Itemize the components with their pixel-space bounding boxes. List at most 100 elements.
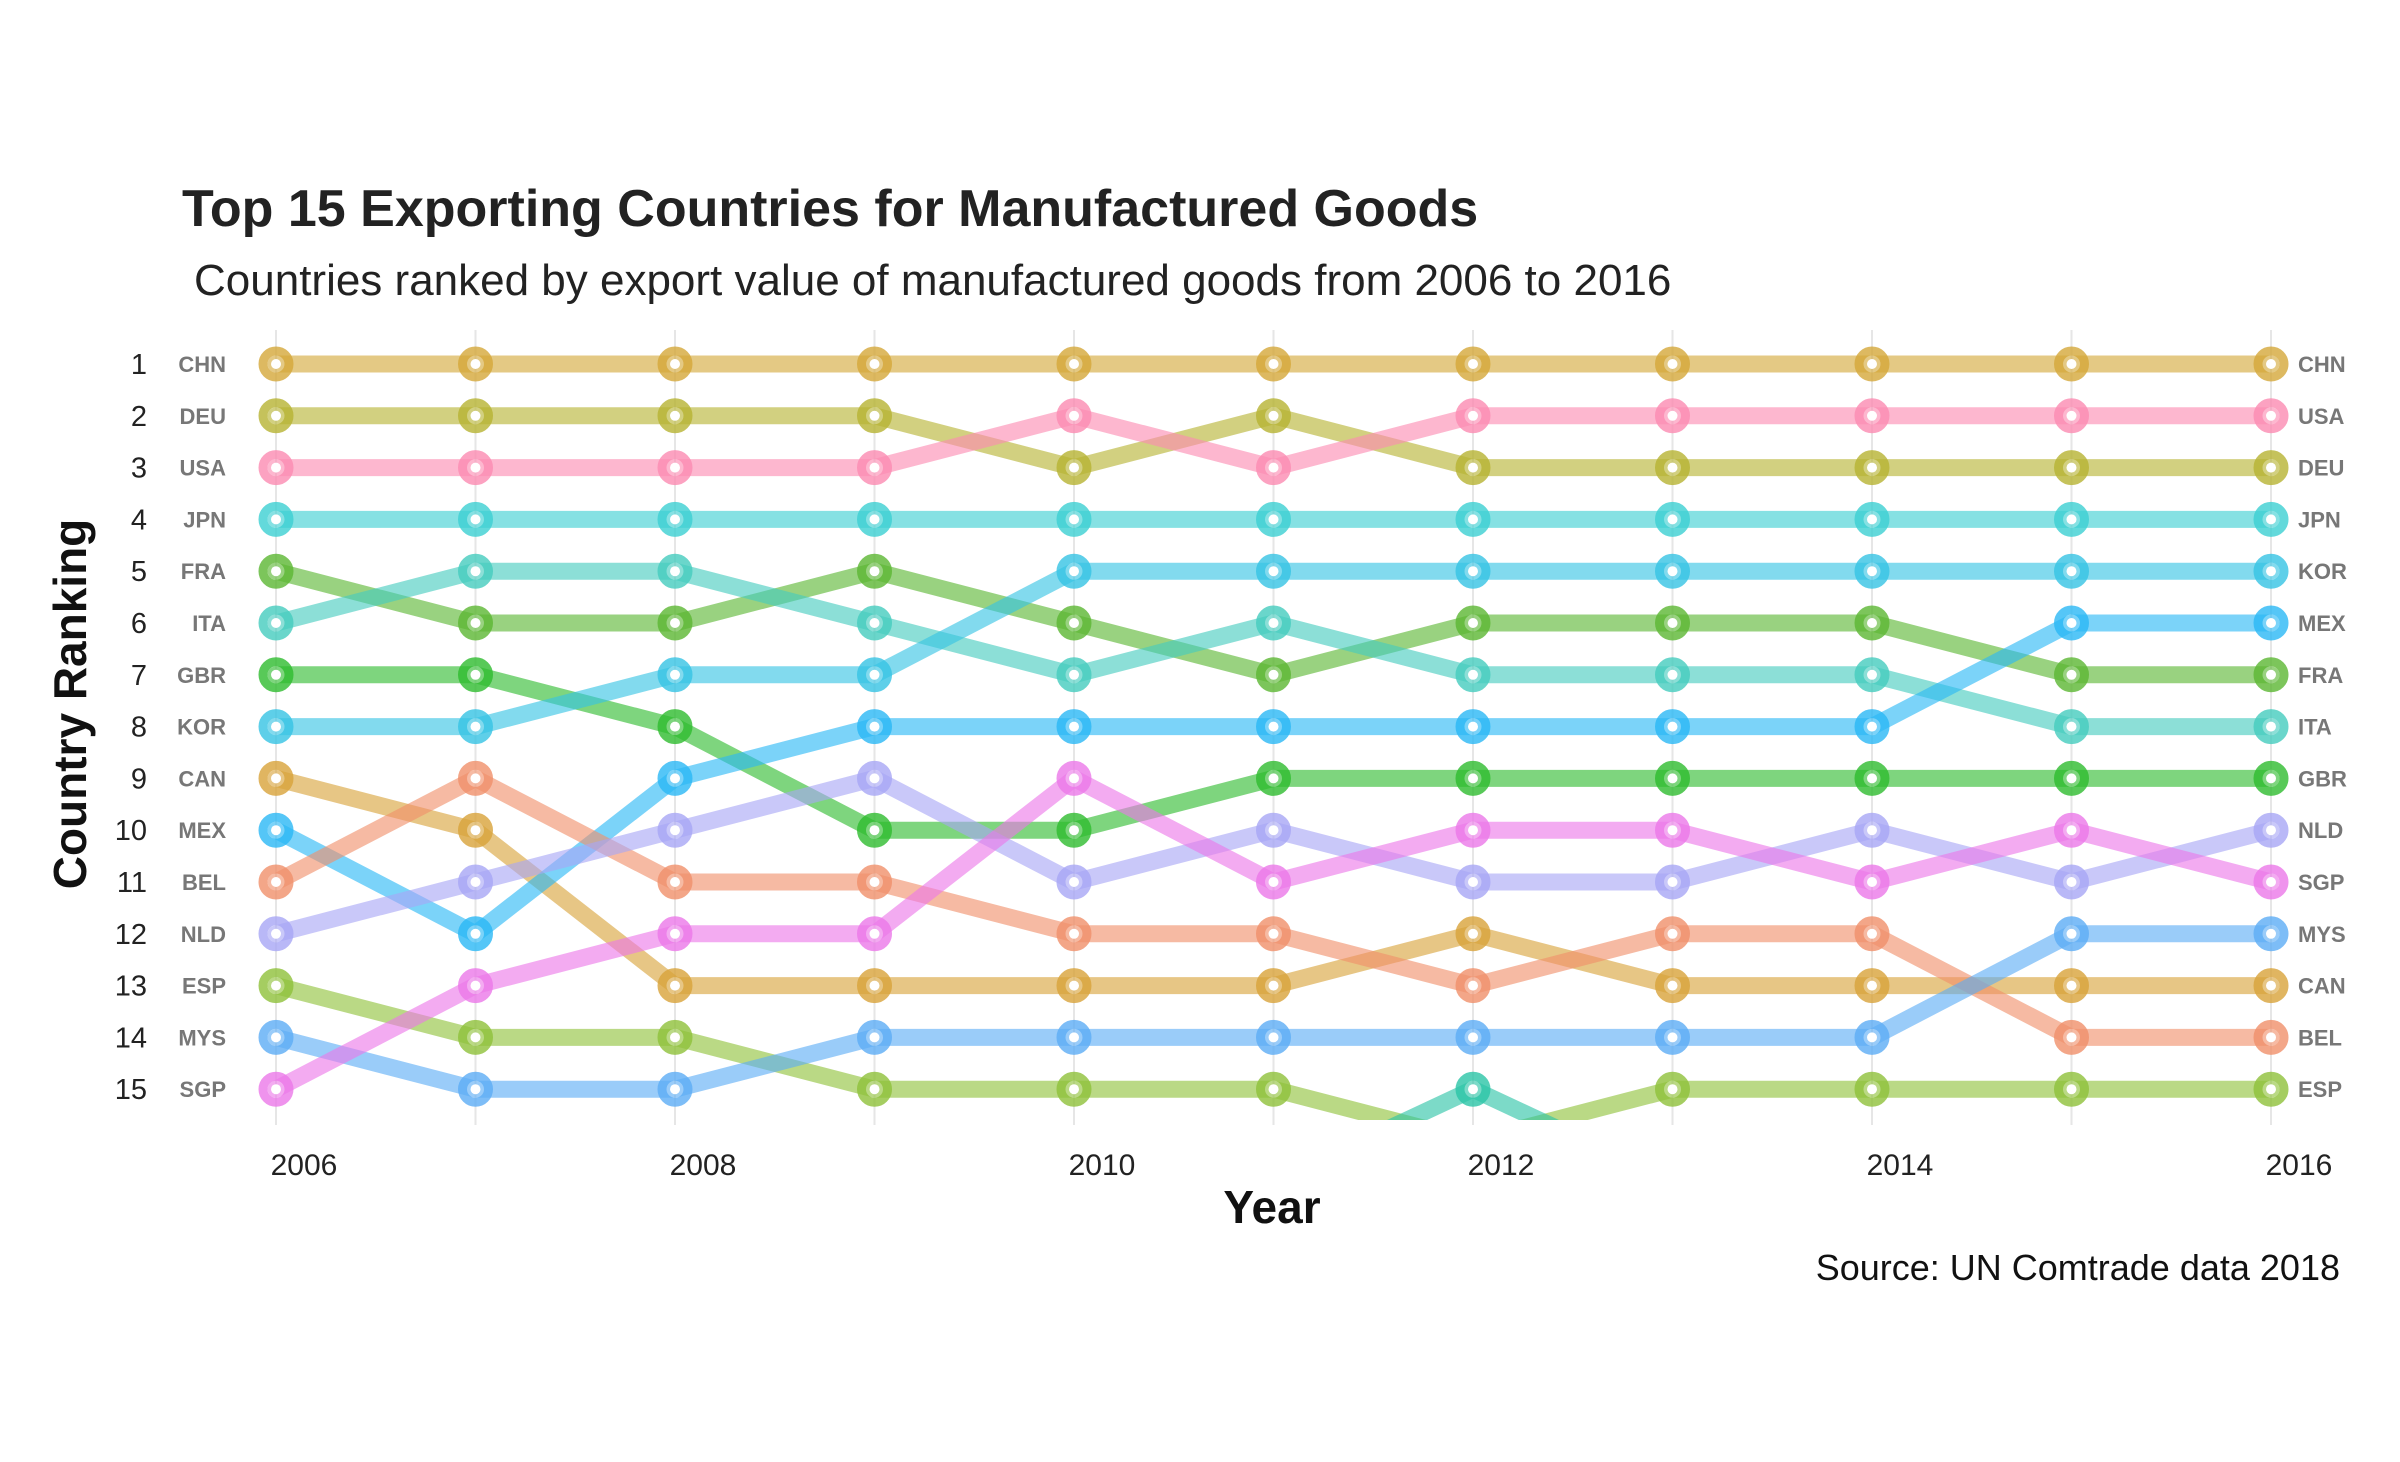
- point-center-fra-2006: [271, 566, 281, 577]
- point-fra-2014: [1854, 605, 1890, 641]
- point-center-can-2012: [1468, 928, 1478, 939]
- point-center-gbr-2007: [470, 669, 481, 680]
- start-label-usa: USA: [180, 456, 227, 481]
- point-jpn-2012: [1455, 501, 1491, 537]
- y-axis-title: Country Ranking: [44, 519, 96, 890]
- point-center-fra-2012: [1468, 618, 1478, 628]
- point-center-ita-2016: [2266, 721, 2276, 732]
- point-center-nld-2011: [1268, 825, 1279, 836]
- start-label-mys: MYS: [178, 1025, 226, 1050]
- point-center-can-2013: [1667, 980, 1678, 991]
- y-tick-label: 11: [117, 867, 147, 899]
- point-center-kor-2016: [2266, 566, 2276, 577]
- point-center-fra-2014: [1867, 618, 1877, 628]
- point-ita-2011: [1256, 605, 1291, 641]
- point-center-ita-2013: [1667, 669, 1678, 680]
- end-label-nld: NLD: [2298, 818, 2343, 843]
- point-center-mex-2008: [670, 773, 680, 784]
- point-center-chn-2010: [1069, 359, 1079, 369]
- point-deu-2014: [1854, 450, 1890, 486]
- point-center-esp-2007: [470, 1032, 481, 1043]
- point-can-2012: [1455, 916, 1491, 952]
- point-center-deu-2010: [1069, 462, 1079, 473]
- point-series-16-2012: [1455, 1071, 1491, 1107]
- point-center-kor-2009: [869, 669, 880, 680]
- point-center-nld-2012: [1468, 877, 1478, 887]
- point-deu-2011: [1256, 398, 1291, 434]
- point-mys-2008: [657, 1071, 693, 1107]
- start-label-gbr: GBR: [177, 663, 226, 688]
- point-center-chn-2008: [670, 359, 680, 369]
- point-center-sgp-2013: [1667, 825, 1678, 836]
- point-gbr-2006: [258, 657, 294, 693]
- point-kor-2011: [1256, 553, 1291, 589]
- point-center-chn-2006: [271, 359, 281, 369]
- point-kor-2007: [458, 709, 493, 745]
- point-gbr-2008: [657, 709, 693, 745]
- point-center-esp-2006: [271, 980, 281, 991]
- point-center-mys-2012: [1468, 1032, 1478, 1043]
- point-jpn-2014: [1854, 501, 1890, 537]
- point-mys-2011: [1256, 1019, 1291, 1055]
- point-nld-2015: [2054, 864, 2089, 900]
- y-tick-label: 7: [131, 660, 147, 692]
- y-tick-label: 4: [131, 504, 147, 536]
- point-usa-2014: [1854, 398, 1890, 434]
- point-jpn-2011: [1256, 501, 1291, 537]
- point-kor-2013: [1655, 553, 1690, 589]
- point-center-nld-2015: [2066, 877, 2077, 887]
- point-center-mys-2011: [1268, 1032, 1279, 1043]
- point-center-can-2015: [2066, 980, 2077, 991]
- point-jpn-2009: [857, 501, 892, 537]
- point-nld-2010: [1056, 864, 1092, 900]
- point-can-2007: [458, 812, 493, 848]
- point-fra-2012: [1455, 605, 1491, 641]
- point-center-kor-2008: [670, 669, 680, 680]
- point-esp-2015: [2054, 1071, 2089, 1107]
- y-tick-label: 1: [131, 349, 147, 381]
- point-center-gbr-2009: [869, 825, 880, 836]
- point-bel-2014: [1854, 916, 1890, 952]
- point-mex-2014: [1854, 709, 1890, 745]
- point-center-mex-2015: [2066, 618, 2077, 628]
- point-fra-2007: [458, 605, 493, 641]
- point-center-bel-2009: [869, 877, 880, 887]
- point-usa-2007: [458, 450, 493, 486]
- point-esp-2010: [1056, 1071, 1092, 1107]
- point-bel-2012: [1455, 968, 1491, 1004]
- end-label-kor: KOR: [2298, 559, 2347, 584]
- point-center-usa-2016: [2266, 410, 2276, 421]
- start-label-kor: KOR: [177, 715, 226, 740]
- point-center-can-2009: [869, 980, 880, 991]
- point-center-mys-2013: [1667, 1032, 1678, 1043]
- point-center-gbr-2015: [2066, 773, 2077, 784]
- point-center-fra-2009: [869, 566, 880, 577]
- y-tick-label: 8: [131, 712, 147, 744]
- point-center-chn-2016: [2266, 359, 2276, 369]
- point-center-nld-2006: [271, 928, 281, 939]
- point-fra-2009: [857, 553, 892, 589]
- point-chn-2015: [2054, 346, 2089, 382]
- point-center-can-2011: [1268, 980, 1279, 991]
- start-label-chn: CHN: [178, 352, 226, 377]
- point-center-mys-2016: [2266, 928, 2276, 939]
- point-jpn-2016: [2253, 501, 2289, 537]
- point-ita-2015: [2054, 709, 2089, 745]
- point-gbr-2009: [857, 812, 892, 848]
- point-center-esp-2014: [1867, 1084, 1877, 1095]
- point-center-ita-2015: [2066, 721, 2077, 732]
- point-deu-2012: [1455, 450, 1491, 486]
- y-tick-label: 3: [131, 453, 147, 485]
- point-center-usa-2015: [2066, 410, 2077, 421]
- point-can-2008: [657, 968, 693, 1004]
- end-label-jpn: JPN: [2298, 507, 2341, 532]
- point-usa-2008: [657, 450, 693, 486]
- point-mex-2010: [1056, 709, 1092, 745]
- point-center-ita-2007: [470, 566, 481, 577]
- point-center-sgp-2011: [1268, 877, 1279, 887]
- point-center-bel-2006: [271, 877, 281, 887]
- x-tick-label: 2014: [1867, 1149, 1934, 1182]
- x-tick-label: 2016: [2266, 1149, 2333, 1182]
